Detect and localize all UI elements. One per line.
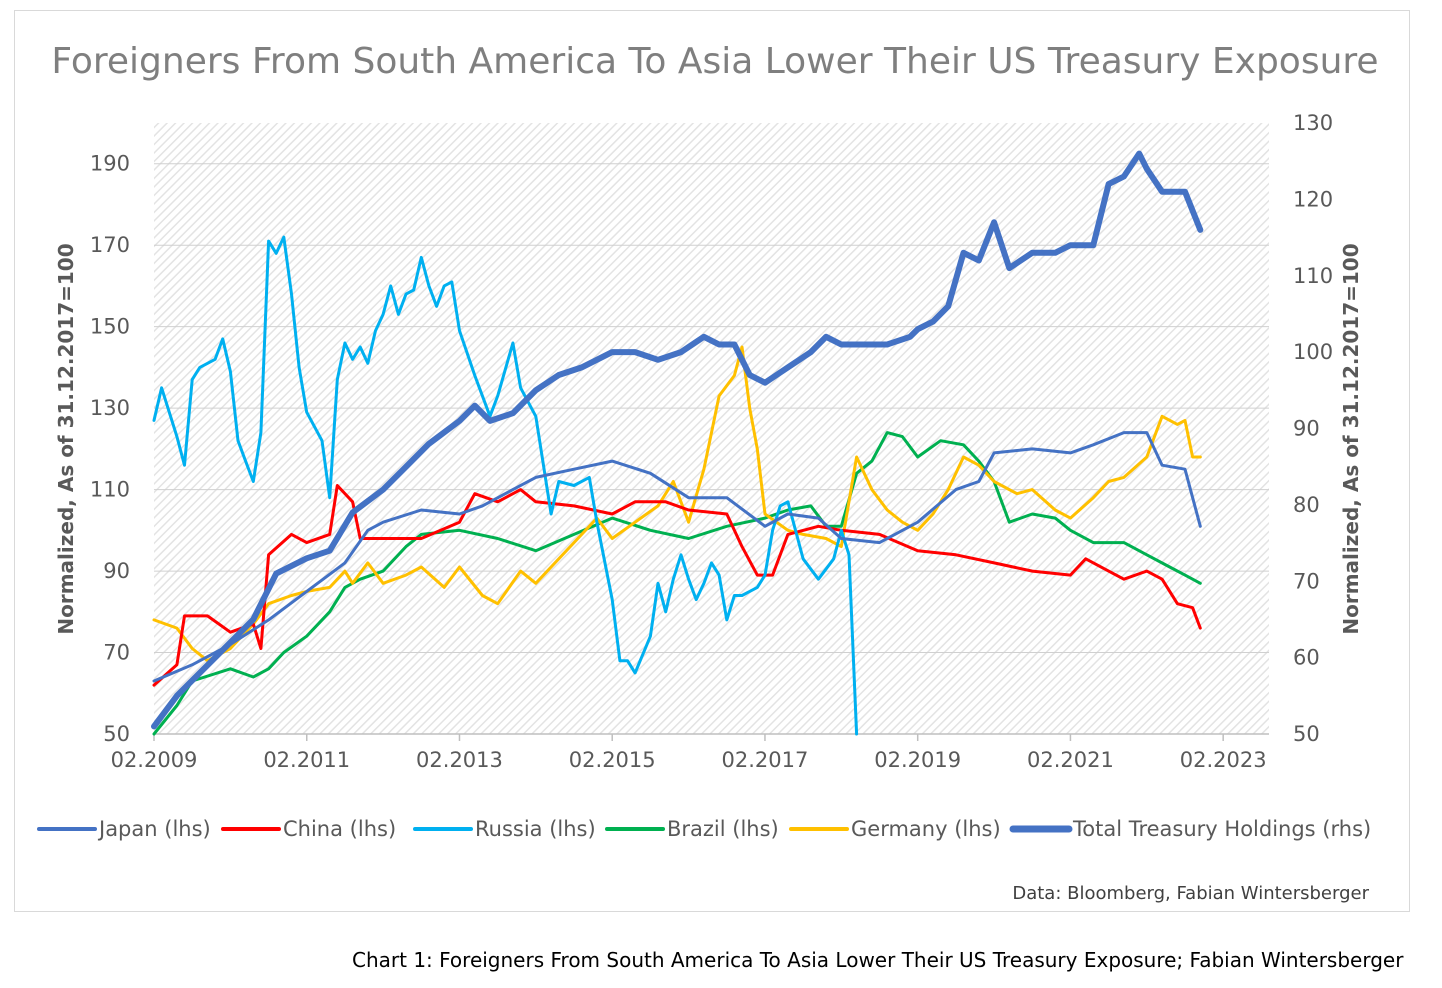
right-axis-ticks: 50 60 70 80 90 100 110 120 130	[1293, 111, 1333, 746]
x-tick-label: 02.2013	[416, 748, 503, 772]
left-tick-label: 190	[90, 152, 130, 176]
left-axis-ticks: 50 70 90 110 130 150 170 190	[90, 152, 130, 746]
x-tick-label: 02.2023	[1180, 748, 1267, 772]
x-tick-label: 02.2009	[111, 748, 198, 772]
right-tick-label: 70	[1293, 569, 1320, 593]
left-tick-label: 50	[103, 722, 130, 746]
right-tick-label: 90	[1293, 417, 1320, 441]
chart-title: Foreigners From South America To Asia Lo…	[51, 41, 1378, 82]
x-tick-label: 02.2019	[874, 748, 961, 772]
right-tick-label: 130	[1293, 111, 1333, 135]
x-axis-ticks: 02.2009 02.2011 02.2013 02.2015 02.2017 02.20…	[111, 734, 1267, 772]
right-tick-label: 80	[1293, 493, 1320, 517]
x-tick-label: 02.2015	[569, 748, 656, 772]
legend-label: Total Treasury Holdings (rhs)	[1072, 817, 1371, 841]
left-tick-label: 170	[90, 233, 130, 257]
left-tick-label: 90	[103, 559, 130, 583]
source-note: Data: Bloomberg, Fabian Wintersberger	[1012, 883, 1369, 904]
legend-label: Russia (lhs)	[475, 817, 596, 841]
x-tick-label: 02.2021	[1027, 748, 1114, 772]
left-axis-title: Normalized, As of 31.12.2017=100	[54, 243, 78, 634]
x-tick-label: 02.2017	[722, 748, 809, 772]
series-line-total-treasury-holdings-rhs	[151, 150, 1204, 730]
right-axis-title: Normalized, As of 31.12.2017=100	[1339, 243, 1363, 634]
right-tick-label: 110	[1293, 264, 1333, 288]
series-line-japan-lhs	[152, 431, 1202, 683]
chart-caption: Chart 1: Foreigners From South America T…	[352, 948, 1404, 972]
right-tick-label: 100	[1293, 340, 1333, 364]
chart-svg: Foreigners From South America To Asia Lo…	[37, 41, 1379, 904]
legend-label: China (lhs)	[283, 817, 396, 841]
series-line-russia-lhs	[152, 235, 859, 736]
left-tick-label: 110	[90, 478, 130, 502]
legend-label: Brazil (lhs)	[667, 817, 779, 841]
chart-frame: Foreigners From South America To Asia Lo…	[14, 10, 1410, 912]
series-line-china-lhs	[152, 484, 1202, 687]
legend-label: Japan (lhs)	[97, 817, 211, 841]
legend-label: Germany (lhs)	[851, 817, 1001, 841]
left-tick-label: 130	[90, 396, 130, 420]
right-tick-label: 50	[1293, 722, 1320, 746]
x-tick-label: 02.2011	[263, 748, 350, 772]
right-tick-label: 60	[1293, 646, 1320, 670]
right-tick-label: 120	[1293, 187, 1333, 211]
left-tick-label: 70	[103, 641, 130, 665]
legend: Japan (lhs) China (lhs) Russia (lhs) Brazil…	[37, 817, 1371, 841]
left-tick-label: 150	[90, 315, 130, 339]
series-line-germany-lhs	[152, 345, 1202, 663]
series-lines	[151, 150, 1204, 736]
